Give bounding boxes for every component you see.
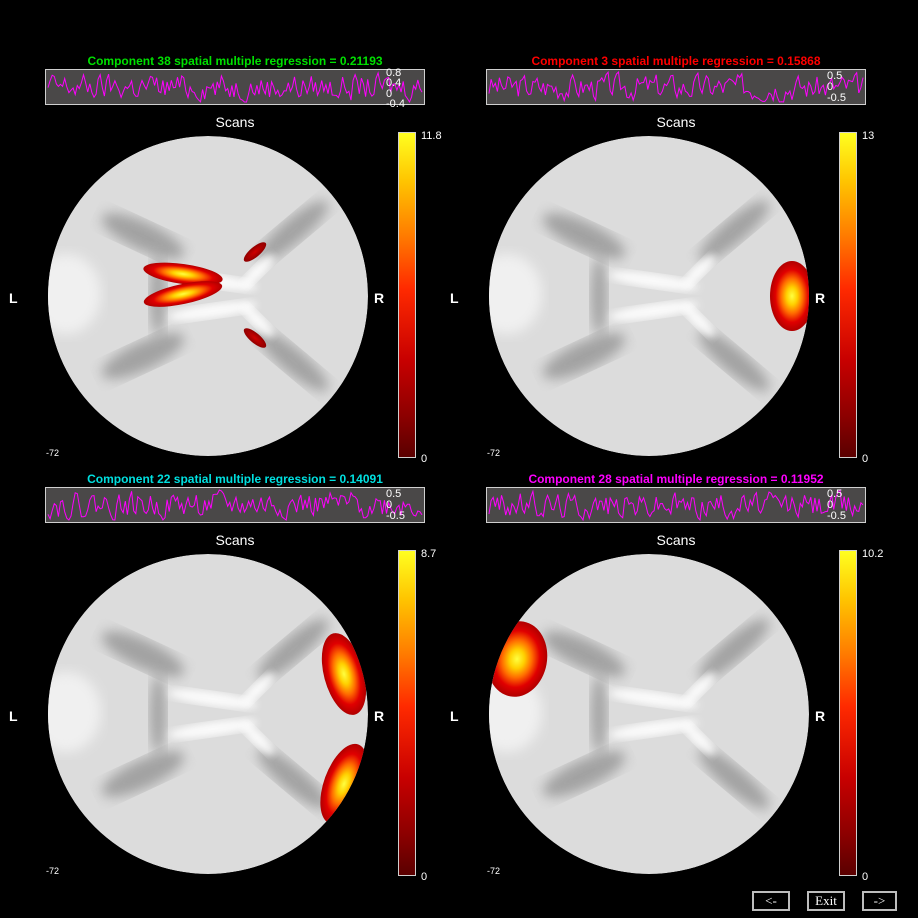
timecourse-tick-label: -0.5 xyxy=(827,91,846,104)
timecourse-tick-label: 0.5 xyxy=(827,70,843,83)
timecourse-tick-label: -0.5 xyxy=(386,509,405,522)
brain-slice-image[interactable] xyxy=(48,136,368,456)
next-button[interactable]: -> xyxy=(862,891,897,911)
right-orientation-label: R xyxy=(374,290,385,306)
activation-blob xyxy=(770,261,809,331)
exit-button[interactable]: Exit xyxy=(807,891,845,911)
scans-axis-label: Scans xyxy=(656,532,696,548)
left-orientation-label: L xyxy=(9,290,18,306)
brain-slice-image[interactable] xyxy=(489,554,809,874)
timecourse-tick-label: 0 xyxy=(386,499,393,511)
left-orientation-label: L xyxy=(9,708,18,724)
timecourse-plot[interactable] xyxy=(486,487,866,523)
slice-number-label: -72 xyxy=(46,866,60,876)
timecourse-tick-label: 0.4 xyxy=(386,77,402,90)
panel-2: Component 3 spatial multiple regression … xyxy=(441,50,900,468)
timecourse-svg xyxy=(47,71,423,103)
activation-blob xyxy=(143,281,223,307)
timecourse-tick-label: 0.8 xyxy=(386,66,402,79)
component-title: Component 28 spatial multiple regression… xyxy=(528,472,824,486)
slice-number-label: -72 xyxy=(487,866,501,876)
panel-4: Component 28 spatial multiple regression… xyxy=(441,468,900,886)
panel-1: Component 38 spatial multiple regression… xyxy=(0,50,459,468)
scans-axis-label: Scans xyxy=(215,114,255,130)
timecourse-svg xyxy=(47,489,423,521)
left-orientation-label: L xyxy=(450,708,459,724)
colorbar-max-label: 11.8 xyxy=(421,130,442,142)
component-title: Component 22 spatial multiple regression… xyxy=(87,472,383,486)
timecourse-line xyxy=(47,71,423,103)
colorbar-min-label: 0 xyxy=(421,871,428,883)
panel-3: Component 22 spatial multiple regression… xyxy=(0,468,459,886)
scans-axis-label: Scans xyxy=(215,532,255,548)
colorbar xyxy=(398,132,416,458)
scans-axis-label: Scans xyxy=(656,114,696,130)
right-orientation-label: R xyxy=(374,708,385,724)
colorbar-min-label: 0 xyxy=(862,871,869,883)
timecourse-line xyxy=(488,70,864,103)
right-orientation-label: R xyxy=(815,708,826,724)
timecourse-tick-label: 0 xyxy=(827,81,834,93)
colorbar-min-label: 0 xyxy=(862,453,869,465)
timecourse-plot[interactable] xyxy=(45,69,425,105)
previous-button[interactable]: <- xyxy=(752,891,790,911)
colorbar-min-label: 0 xyxy=(421,453,428,465)
right-orientation-label: R xyxy=(815,290,826,306)
activation-blob xyxy=(143,262,223,286)
component-title: Component 38 spatial multiple regression… xyxy=(87,54,383,68)
colorbar xyxy=(398,550,416,876)
timecourse-line xyxy=(488,488,864,522)
timecourse-tick-label: 0.5 xyxy=(386,488,402,501)
slice-number-label: -72 xyxy=(46,448,60,458)
timecourse-tick-label: 0 xyxy=(386,87,393,100)
activation-blob xyxy=(243,242,267,262)
colorbar xyxy=(839,132,857,458)
timecourse-svg xyxy=(488,488,864,522)
timecourse-tick-label: 0 xyxy=(827,499,834,511)
left-orientation-label: L xyxy=(450,290,459,306)
colorbar-max-label: 13 xyxy=(862,130,875,142)
slice-number-label: -72 xyxy=(487,448,501,458)
timecourse-plot[interactable] xyxy=(45,487,425,523)
colorbar-max-label: 8.7 xyxy=(421,548,437,560)
brain-slice-image[interactable] xyxy=(48,554,368,874)
brain-slice-image[interactable] xyxy=(489,136,809,456)
timecourse-tick-label: -0.4 xyxy=(386,98,405,110)
timecourse-plot[interactable] xyxy=(486,69,866,105)
activation-blob xyxy=(321,633,367,715)
component-title: Component 3 spatial multiple regression … xyxy=(531,54,821,68)
colorbar-max-label: 10.2 xyxy=(862,548,884,560)
timecourse-line xyxy=(47,489,423,521)
colorbar xyxy=(839,550,857,876)
activation-blob xyxy=(243,328,267,348)
timecourse-tick-label: 0.5 xyxy=(827,488,843,501)
timecourse-tick-label: -0.5 xyxy=(827,509,846,522)
timecourse-svg xyxy=(488,70,864,103)
